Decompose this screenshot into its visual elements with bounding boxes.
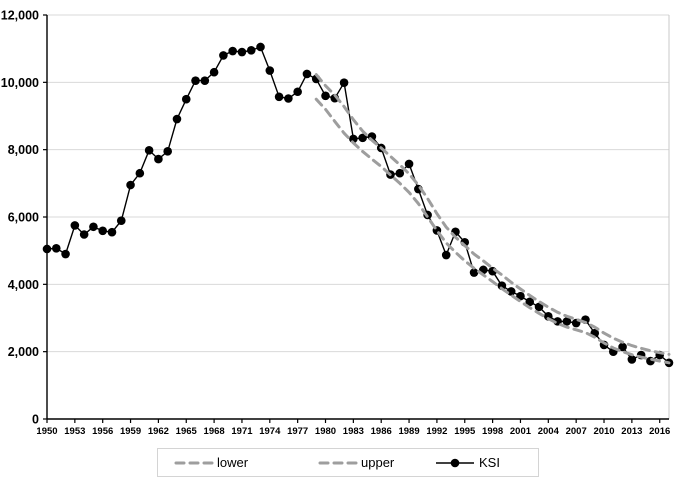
legend-label-ksi: KSI	[479, 455, 500, 470]
KSI-data-point	[358, 133, 367, 143]
lower-dashed-line-swatch	[174, 461, 214, 464]
x-axis-label: 1962	[148, 426, 169, 437]
KSI-data-point	[562, 317, 572, 326]
KSI-data-point	[154, 154, 163, 164]
upper-forecast-line	[314, 73, 671, 356]
KSI-data-point	[200, 76, 210, 85]
KSI-data-point	[321, 91, 330, 101]
x-axis-label: 1965	[176, 426, 198, 437]
KSI-data-point	[116, 216, 126, 226]
KSI-data-point	[70, 221, 80, 230]
y-axis-label: 10,000	[1, 76, 39, 90]
y-axis-label: 2,000	[8, 345, 39, 359]
x-axis-label: 2013	[621, 426, 642, 437]
y-axis-label: 8,000	[8, 143, 39, 157]
KSI-data-point	[191, 76, 200, 85]
y-axis-label: 4,000	[8, 278, 39, 292]
KSI-data-point	[284, 94, 293, 103]
y-axis-label: 12,000	[1, 9, 39, 23]
KSI-data-point	[469, 268, 479, 277]
x-axis-label: 1950	[36, 426, 57, 437]
KSI-data-point	[395, 168, 405, 178]
legend-item-upper: upper	[318, 449, 394, 476]
lower-forecast-line	[314, 97, 671, 365]
x-axis-label: 1959	[120, 426, 141, 437]
x-axis-label: 1992	[426, 426, 447, 437]
KSI-data-point	[404, 159, 414, 169]
KSI-data-point	[237, 47, 247, 57]
x-axis-label: 1977	[287, 426, 308, 437]
KSI-data-point	[107, 227, 117, 237]
KSI-data-point	[228, 46, 237, 56]
KSI-data-point	[144, 146, 154, 155]
x-axis-label: 2007	[566, 426, 587, 437]
x-axis-label: 1968	[204, 426, 225, 437]
x-axis-label: 1995	[454, 426, 476, 437]
KSI-data-point	[61, 249, 70, 259]
KSI-line	[46, 46, 670, 364]
x-axis-label: 2001	[510, 426, 532, 437]
x-axis-label: 1998	[482, 426, 503, 437]
y-axis-label: 0	[32, 413, 39, 427]
x-axis-label: 2016	[649, 426, 670, 437]
KSI-data-point	[163, 147, 172, 156]
x-axis-label: 2010	[593, 426, 614, 437]
KSI-data-point	[525, 297, 535, 307]
KSI-data-point	[534, 302, 544, 312]
KSI-data-point	[339, 78, 349, 87]
KSI-data-point	[274, 92, 284, 102]
ksi-line-marker-swatch	[436, 458, 474, 467]
KSI-data-point	[506, 287, 516, 296]
x-axis-label: 2004	[538, 426, 560, 437]
x-axis-label: 1980	[315, 426, 336, 437]
upper-dashed-line-swatch	[318, 461, 358, 464]
KSI-data-point	[618, 342, 627, 352]
KSI-data-point	[265, 66, 275, 75]
KSI-data-point	[172, 114, 182, 124]
x-axis-label: 1983	[343, 426, 364, 437]
legend-item-lower: lower	[174, 449, 248, 476]
x-axis-label: 1974	[259, 426, 281, 437]
x-axis-label: 1986	[371, 426, 392, 437]
KSI-data-point	[302, 69, 312, 79]
y-axis-label: 6,000	[8, 211, 39, 225]
KSI-data-point	[256, 42, 265, 52]
KSI-data-point	[51, 244, 61, 253]
KSI-data-point	[627, 355, 637, 364]
KSI-data-point	[219, 51, 228, 60]
legend-item-ksi: KSI	[434, 449, 500, 476]
legend-label-upper: upper	[361, 455, 395, 470]
KSI-data-point	[135, 168, 145, 178]
KSI-data-point	[79, 230, 89, 239]
KSI-data-point	[293, 87, 302, 97]
x-axis-label: 1971	[231, 426, 253, 437]
legend-label-lower: lower	[217, 455, 249, 470]
KSI-data-point	[98, 226, 108, 236]
KSI-data-point	[126, 180, 135, 190]
KSI-data-point	[209, 67, 219, 77]
KSI-data-point	[181, 94, 191, 104]
KSI-data-point	[246, 46, 256, 55]
KSI-data-point	[441, 250, 451, 260]
KSI-data-point	[89, 222, 98, 232]
x-axis-label: 1953	[64, 426, 85, 437]
x-axis-label: 1989	[398, 426, 419, 437]
legend: lower upper KSI	[157, 448, 539, 477]
x-axis-label: 1956	[92, 426, 113, 437]
